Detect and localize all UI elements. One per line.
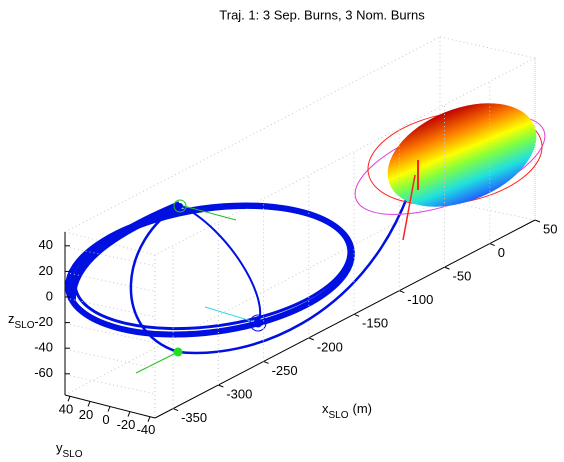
x-tick-label: -50 <box>453 269 472 284</box>
y-tick-label: 0 <box>102 412 109 427</box>
z-grid-line <box>69 272 156 292</box>
z-tick-label: -60 <box>34 365 53 380</box>
z-tick-label: -40 <box>34 340 53 355</box>
x-tick <box>489 243 495 247</box>
x-label-sub: SLO <box>329 410 349 421</box>
ticks: 40200-20-40-60-350-300-250-200-150-100-5… <box>34 57 557 437</box>
chart-title: Traj. 1: 3 Sep. Burns, 3 Nom. Burns <box>219 7 425 22</box>
x-tick <box>534 219 541 223</box>
y-tick <box>67 396 71 402</box>
x-tick-label: -250 <box>272 363 298 378</box>
x-tick-label: 0 <box>498 245 505 260</box>
z-grid-line <box>69 349 156 369</box>
x-tick-label: 50 <box>543 221 557 236</box>
z-grid-line <box>69 324 156 344</box>
x-tick-label: -350 <box>181 410 207 425</box>
z-grid-line <box>69 247 156 267</box>
y-tick-label: -40 <box>137 422 156 437</box>
z-label-sub: SLO <box>15 320 35 331</box>
x-tick <box>444 266 450 270</box>
y-tick <box>107 406 111 412</box>
x-tick-label: -300 <box>226 386 252 401</box>
trajectory <box>65 194 410 374</box>
z-label-main: z <box>8 311 15 326</box>
x-label-unit: (m) <box>353 401 373 416</box>
target-body <box>354 103 547 241</box>
x-tick-label: -100 <box>407 292 433 307</box>
x-tick <box>353 313 360 317</box>
y-tick-label: 40 <box>59 402 73 417</box>
z-tick-label: 20 <box>39 263 53 278</box>
z-tick-label: 0 <box>46 288 53 303</box>
y-tick <box>147 416 151 422</box>
z-tick-label: 40 <box>39 237 53 252</box>
y-tick-label: -20 <box>117 417 136 432</box>
z-axis-label: zSLO <box>8 311 35 330</box>
x-tick <box>218 384 224 388</box>
x-tick <box>308 337 314 341</box>
y-tick <box>87 401 91 407</box>
x-tick <box>399 290 405 294</box>
y-tick-label: 20 <box>79 407 93 422</box>
x-label-main: x <box>322 401 329 416</box>
y-label-main: y <box>56 440 63 455</box>
z-tick-label: -20 <box>34 314 53 329</box>
x-tick <box>263 360 269 364</box>
y-axis-label: ySLO <box>56 440 83 459</box>
y-tick <box>127 411 131 417</box>
x-axis-label: xSLO (m) <box>322 401 372 420</box>
x-tick <box>172 408 179 412</box>
x-tick-label: -150 <box>362 316 388 331</box>
z-grid-line <box>69 375 156 395</box>
z-grid-line <box>69 298 156 318</box>
x-tick-label: -200 <box>317 339 343 354</box>
y-label-sub: SLO <box>63 449 83 460</box>
